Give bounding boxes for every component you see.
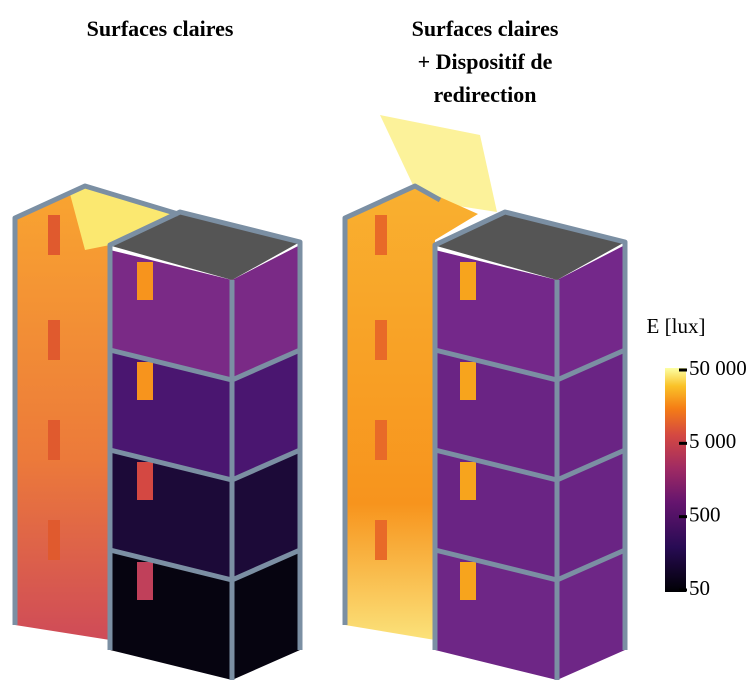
roof xyxy=(433,212,625,280)
windows xyxy=(375,215,387,560)
room xyxy=(435,245,625,380)
frame xyxy=(432,209,628,650)
windows xyxy=(48,215,60,560)
redirection-device xyxy=(380,115,497,212)
frame xyxy=(107,209,303,650)
colorbar-label: E [lux] xyxy=(647,314,706,338)
colorbar xyxy=(665,368,686,592)
frame xyxy=(12,183,179,625)
wall-light xyxy=(70,186,178,250)
panel-title: Surfaces claires xyxy=(87,16,234,41)
panel-title: + Dispositif de xyxy=(418,49,553,74)
room xyxy=(110,245,300,380)
room xyxy=(110,550,300,680)
windows xyxy=(137,262,153,600)
tick-label: 50 xyxy=(689,576,710,600)
roof xyxy=(108,212,300,280)
windows xyxy=(460,262,476,600)
room xyxy=(110,450,300,580)
room xyxy=(435,450,625,580)
building-left xyxy=(12,183,303,680)
room xyxy=(435,550,625,680)
room xyxy=(435,350,625,480)
panel-title: redirection xyxy=(433,82,536,107)
frame xyxy=(342,183,442,625)
building-right xyxy=(342,115,628,680)
tick-label: 500 xyxy=(689,502,721,526)
tick-label: 5 000 xyxy=(689,429,736,453)
room xyxy=(110,350,300,480)
panel-title: Surfaces claires xyxy=(412,16,559,41)
tick-label: 50 000 xyxy=(689,356,747,380)
